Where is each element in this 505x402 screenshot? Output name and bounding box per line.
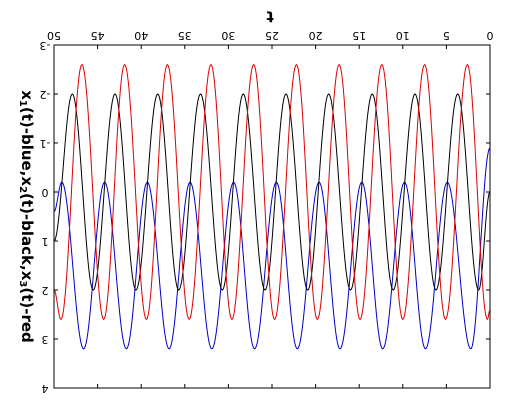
y-tick-label-group-6: 3	[42, 333, 49, 346]
y-axis-label-part-0: x	[19, 90, 37, 100]
x-tick-label-9: 45	[91, 29, 105, 42]
x-tick-label-group-10: 50	[47, 29, 61, 42]
y-tick-label-7: 4	[42, 382, 49, 395]
y-axis-label-part-2: (t)-blue,x	[19, 107, 37, 187]
y-tick-label-group-2: -1	[40, 137, 51, 150]
x-axis-label-group: t	[266, 8, 273, 26]
y-tick-label-1: -2	[40, 88, 51, 101]
x-tick-label-group-7: 35	[178, 29, 192, 42]
y-tick-label-group-4: 1	[42, 235, 49, 248]
series-line-1	[53, 147, 491, 350]
x-tick-label-group-6: 30	[221, 29, 235, 42]
x-tick-label-7: 35	[178, 29, 192, 42]
x-tick-label-8: 40	[134, 29, 148, 42]
y-tick-label-group-0: -3	[40, 39, 51, 52]
series-line-3	[53, 63, 491, 321]
x-tick-label-group-9: 45	[91, 29, 105, 42]
x-tick-label-3: 15	[352, 29, 366, 42]
x-tick-label-10: 50	[47, 29, 61, 42]
x-axis-label: t	[266, 8, 273, 26]
x-tick-label-0: 0	[487, 29, 494, 42]
y-tick-label-group-5: 2	[42, 284, 49, 297]
x-tick-label-group-5: 25	[265, 29, 279, 42]
x-tick-label-group-8: 40	[134, 29, 148, 42]
y-axis-label-part-1: 1	[17, 100, 28, 107]
x-tick-label-1: 5	[443, 29, 450, 42]
x-tick-label-2: 10	[396, 29, 410, 42]
y-axis-label-part-5: 3	[17, 280, 28, 287]
x-tick-label-group-0: 0	[487, 29, 494, 42]
y-tick-label-5: 2	[42, 284, 49, 297]
x-tick-label-group-2: 10	[396, 29, 410, 42]
y-tick-label-6: 3	[42, 333, 49, 346]
x-tick-label-group-3: 15	[352, 29, 366, 42]
x-tick-label-4: 20	[309, 29, 323, 42]
x-tick-label-group-4: 20	[309, 29, 323, 42]
y-tick-label-4: 1	[42, 235, 49, 248]
y-tick-label-group-1: -2	[40, 88, 51, 101]
y-axis-label: x1(t)-blue,x2(t)-black,x3(t)-red	[17, 90, 37, 343]
x-tick-label-6: 30	[221, 29, 235, 42]
y-axis-label-part-6: (t)-red	[19, 287, 37, 342]
y-axis-label-part-3: 2	[17, 186, 28, 193]
y-tick-label-3: 0	[42, 186, 49, 199]
y-axis-label-part-4: (t)-black,x	[19, 193, 37, 281]
y-tick-label-0: -3	[40, 39, 51, 52]
series-line-2	[53, 93, 491, 291]
y-tick-label-group-7: 4	[42, 382, 49, 395]
x-tick-label-group-1: 5	[443, 29, 450, 42]
y-tick-label-group-3: 0	[42, 186, 49, 199]
x-tick-label-5: 25	[265, 29, 279, 42]
y-tick-label-2: -1	[40, 137, 51, 150]
y-axis-label-group: x1(t)-blue,x2(t)-black,x3(t)-red	[17, 90, 37, 343]
